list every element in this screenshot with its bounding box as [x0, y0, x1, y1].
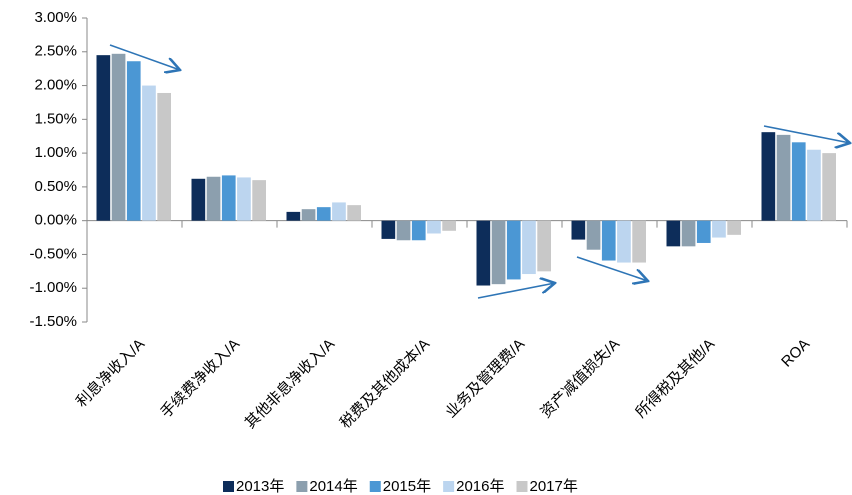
bar — [617, 220, 631, 263]
bar — [761, 132, 776, 221]
bar — [666, 220, 681, 247]
trend-arrow — [763, 125, 850, 143]
bar — [301, 209, 316, 221]
x-tick-label: 手续费净收入/A — [157, 336, 243, 422]
legend-label: 2017年 — [530, 478, 578, 495]
y-tick-label: 0.00% — [34, 212, 77, 229]
y-tick-label: 1.00% — [34, 144, 77, 161]
bar — [491, 220, 506, 285]
bar — [727, 220, 741, 235]
bar — [111, 53, 126, 221]
bar — [712, 220, 726, 238]
bar — [286, 211, 301, 221]
bar — [396, 220, 411, 241]
bar — [776, 134, 791, 221]
trend-arrow — [109, 44, 180, 70]
bar — [381, 220, 396, 239]
bar — [427, 220, 441, 234]
bar — [791, 142, 806, 221]
annotation-arrows — [109, 44, 850, 299]
y-tick-label: -1.50% — [29, 313, 77, 330]
y-tick-label: 2.00% — [34, 77, 77, 94]
bar — [632, 220, 646, 263]
x-tick-label: 资产减值损失/A — [537, 336, 623, 422]
legend-swatch — [223, 481, 234, 492]
x-tick-label: 税费及其他成本/A — [337, 336, 433, 432]
legend-swatch — [296, 481, 308, 492]
bar — [807, 149, 821, 221]
bar — [537, 220, 551, 272]
bar — [506, 220, 521, 280]
bar — [696, 220, 711, 243]
y-tick-label: 3.00% — [34, 9, 77, 26]
trend-arrow — [477, 283, 555, 299]
trend-arrow — [576, 256, 648, 281]
x-tick-label: 业务及管理费/A — [442, 336, 528, 422]
bar — [206, 176, 221, 221]
bar — [586, 220, 601, 250]
bar — [347, 205, 361, 221]
bar — [96, 55, 111, 221]
bar — [126, 61, 141, 221]
legend-swatch — [369, 481, 381, 492]
bar — [237, 177, 251, 221]
x-tick-label: 所得税及其他/A — [632, 336, 718, 422]
legend-swatch — [516, 481, 528, 492]
y-tick-label: 2.50% — [34, 43, 77, 60]
bar — [332, 202, 346, 221]
legend: 2013年 2014年 2015年 2016年 2017年 — [223, 478, 578, 495]
bar — [601, 220, 616, 261]
bar — [252, 180, 266, 221]
bar — [476, 220, 491, 286]
x-tick-label: 其他非息净收入/A — [242, 336, 338, 432]
bar — [522, 220, 536, 275]
bar — [191, 178, 206, 221]
legend-label: 2014年 — [309, 478, 357, 495]
bar — [142, 85, 156, 221]
y-tick-label: 0.50% — [34, 178, 77, 195]
y-tick-label: 1.50% — [34, 110, 77, 127]
bar — [442, 220, 456, 231]
legend-swatch — [443, 481, 455, 492]
x-tick-label: ROA — [778, 336, 813, 371]
bar — [221, 175, 236, 221]
legend-label: 2016年 — [456, 478, 504, 495]
bar — [681, 220, 696, 247]
y-tick-label: -0.50% — [29, 245, 77, 262]
bar — [571, 220, 586, 240]
y-tick-label: -1.00% — [29, 279, 77, 296]
x-tick-label: 利息净收入/A — [73, 336, 148, 411]
legend-label: 2013年 — [236, 478, 284, 495]
bar — [316, 207, 331, 221]
legend-label: 2015年 — [383, 478, 431, 495]
bar — [411, 220, 426, 241]
bar — [157, 92, 171, 221]
bar — [822, 153, 836, 221]
